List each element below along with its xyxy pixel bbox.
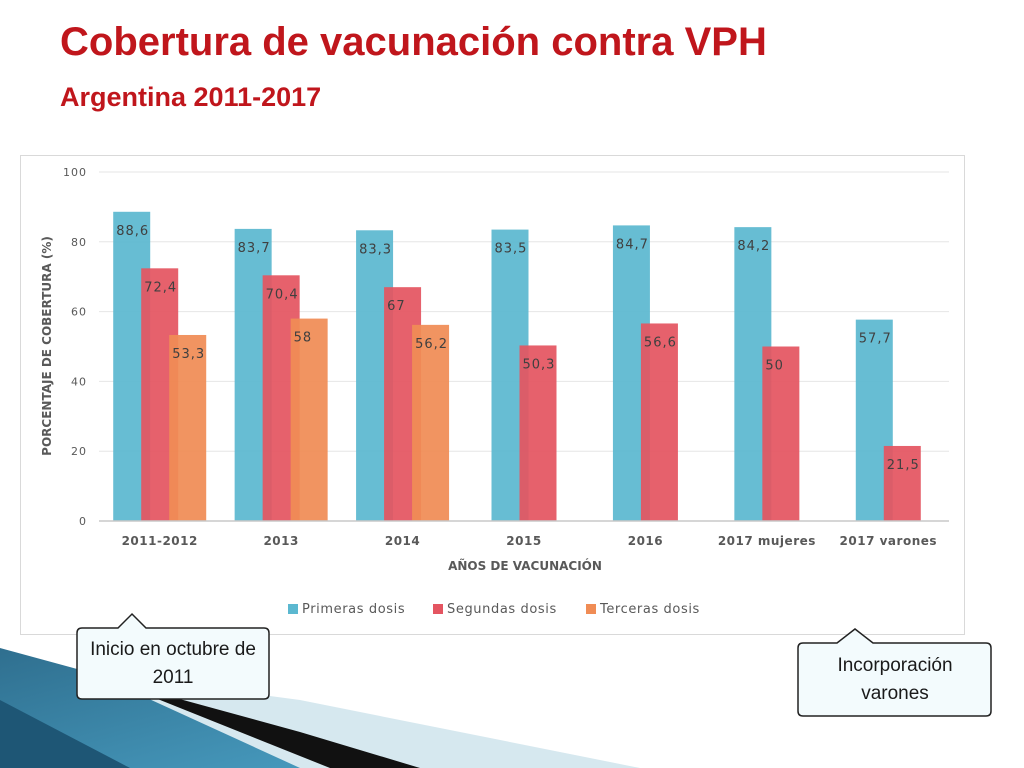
y-tick-label: 100 xyxy=(63,166,87,179)
y-tick-label: 60 xyxy=(71,306,87,319)
slide-title: Cobertura de vacunación contra VPH xyxy=(60,20,767,64)
data-label: 83,5 xyxy=(495,242,528,257)
slide-subtitle: Argentina 2011-2017 xyxy=(60,82,322,112)
x-tick-label: 2014 xyxy=(385,534,420,548)
bar-terceras-dosis xyxy=(290,318,328,521)
legend: Primeras dosis Segundas dosis Terceras dos… xyxy=(288,602,700,617)
data-label: 67 xyxy=(387,299,406,314)
x-tick-label: 2013 xyxy=(263,534,298,548)
legend-swatch xyxy=(586,604,596,614)
data-label: 84,7 xyxy=(616,237,649,252)
data-label: 57,7 xyxy=(859,332,892,347)
x-tick-label: 2011-2012 xyxy=(122,534,198,548)
x-axis-title: AÑOS DE VACUNACIÓN xyxy=(448,558,602,573)
chart-container: 88,6 72,4 53,3 83,7 70,4 58 83,3 67 56,2 83,5 50,3… xyxy=(20,155,965,635)
data-label: 84,2 xyxy=(737,239,770,254)
y-tick-label: 0 xyxy=(79,515,87,528)
legend-label: Terceras dosis xyxy=(599,602,700,617)
callout-left-text: Inicio en octubre de 2011 xyxy=(90,639,256,688)
legend-swatch xyxy=(288,604,298,614)
legend-label: Primeras dosis xyxy=(302,602,405,617)
data-label: 72,4 xyxy=(144,280,177,295)
bar-segundas-dosis xyxy=(640,323,678,521)
data-label: 56,2 xyxy=(415,337,448,352)
x-tick-label: 2016 xyxy=(628,534,663,548)
bar-segundas-dosis xyxy=(762,346,800,521)
data-label: 53,3 xyxy=(172,347,205,362)
legend-label: Segundas dosis xyxy=(447,602,557,617)
legend-swatch xyxy=(433,604,443,614)
callout-right xyxy=(797,628,992,717)
data-label: 58 xyxy=(294,331,313,346)
x-tick-label: 2015 xyxy=(506,534,541,548)
data-label: 50 xyxy=(765,359,784,374)
bar-chart: 88,6 72,4 53,3 83,7 70,4 58 83,3 67 56,2 83,5 50,3… xyxy=(40,166,949,617)
data-label: 70,4 xyxy=(266,287,299,302)
y-axis-title: PORCENTAJE DE COBERTURA (%) xyxy=(40,236,54,456)
x-tick-label: 2017 mujeres xyxy=(718,534,816,548)
callout-left xyxy=(76,612,270,700)
bar-segundas-dosis xyxy=(519,345,557,521)
callout-right-text: Incorporación varones xyxy=(837,655,953,704)
bar-terceras-dosis xyxy=(412,324,450,521)
data-label: 56,6 xyxy=(644,335,677,350)
x-tick-label: 2017 varones xyxy=(840,534,937,548)
y-tick-label: 40 xyxy=(71,375,87,388)
data-label: 83,3 xyxy=(359,242,392,257)
bar-segundas-dosis xyxy=(883,445,921,521)
y-tick-label: 20 xyxy=(71,445,87,458)
y-tick-label: 80 xyxy=(71,236,87,249)
bar-terceras-dosis xyxy=(169,334,207,521)
data-label: 88,6 xyxy=(116,224,149,239)
data-label: 83,7 xyxy=(238,241,271,256)
data-label: 21,5 xyxy=(887,458,920,473)
data-label: 50,3 xyxy=(523,357,556,372)
